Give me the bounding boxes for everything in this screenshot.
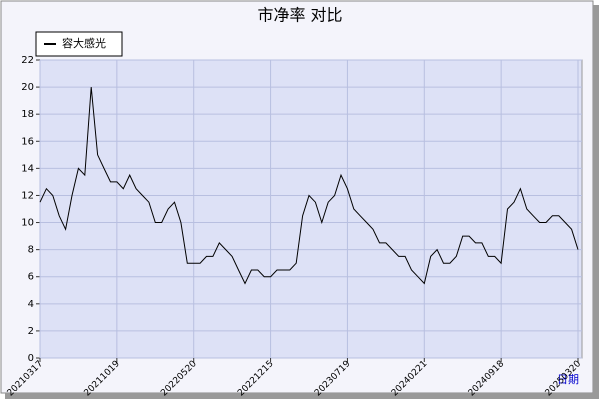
legend-label: 容大感光 — [62, 36, 106, 50]
y-tick-label: 4 — [28, 299, 34, 310]
y-tick-label: 10 — [21, 218, 34, 229]
y-tick-label: 18 — [21, 109, 34, 120]
y-tick-label: 16 — [21, 136, 34, 147]
y-tick-label: 20 — [21, 82, 34, 93]
y-tick-label: 14 — [21, 163, 34, 174]
plot-area — [39, 59, 583, 359]
y-tick-label: 8 — [28, 245, 34, 256]
y-tick-label: 12 — [21, 190, 34, 201]
legend — [35, 31, 123, 57]
y-tick-label: 0 — [28, 353, 34, 364]
chart-title: 市净率 对比 — [257, 6, 342, 25]
shadow — [5, 393, 599, 399]
shadow — [593, 5, 599, 397]
y-tick-label: 2 — [28, 326, 34, 337]
y-tick-label: 6 — [28, 272, 34, 283]
y-tick-label: 22 — [21, 55, 34, 66]
x-axis-label: 日期 — [557, 373, 579, 386]
line — [39, 87, 579, 285]
